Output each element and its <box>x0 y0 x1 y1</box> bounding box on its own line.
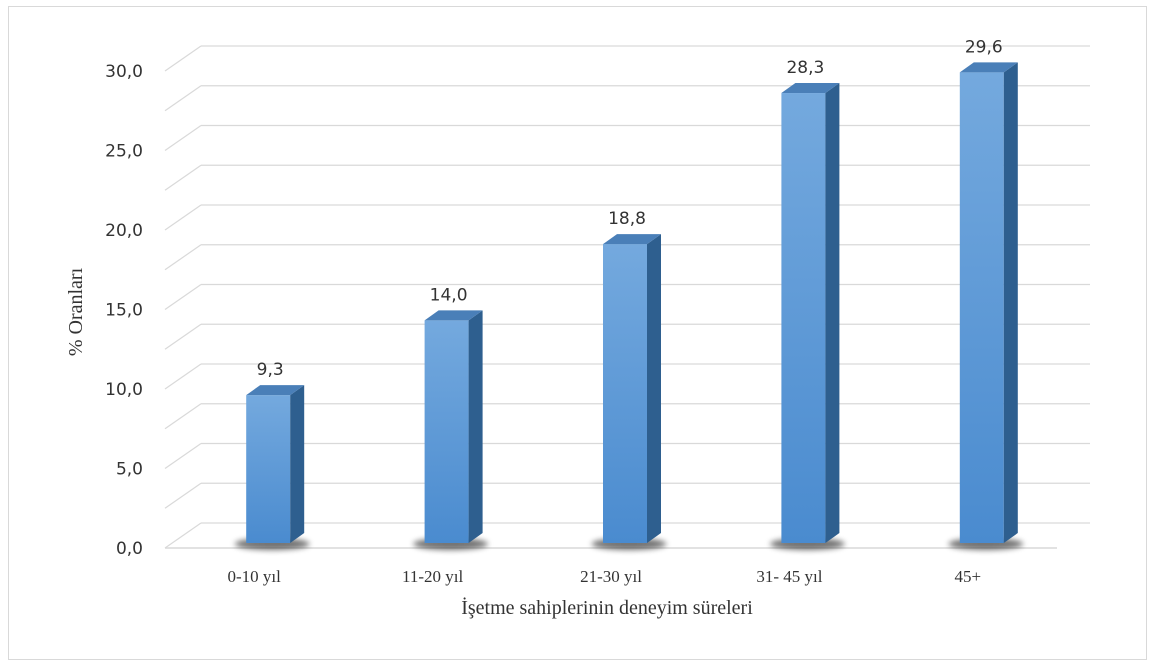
bar-front <box>959 72 1004 544</box>
gridline-depth <box>164 363 202 390</box>
y-tick-label: 25,0 <box>105 142 143 162</box>
data-label: 9,3 <box>257 360 284 380</box>
gridline-depth <box>164 403 202 430</box>
gridline-depth <box>164 164 202 191</box>
gridline-depth <box>164 522 202 549</box>
bar: 18,8 <box>591 209 667 550</box>
y-axis-title: % Oranları <box>65 267 87 356</box>
data-label: 29,6 <box>965 37 1003 57</box>
bar-side <box>290 385 305 543</box>
bar-side <box>1003 62 1018 544</box>
bar-top <box>246 385 305 396</box>
gridline-depth <box>164 284 202 310</box>
bar-side <box>468 310 483 543</box>
chart-frame <box>8 6 1147 660</box>
bar-front <box>246 395 291 543</box>
bar-top <box>603 234 661 245</box>
x-tick-label: 11-20 yıl <box>402 567 464 586</box>
y-axis-ticks: 0,0 5,0 10,0 15,0 20,0 25,0 30,0 <box>105 62 143 559</box>
bar-side <box>647 234 661 543</box>
y-tick-label: 10,0 <box>105 380 143 400</box>
gridline-depth <box>164 323 202 350</box>
gridline-depth <box>164 85 202 112</box>
bar: 28,3 <box>770 58 845 550</box>
y-tick-label: 20,0 <box>105 221 143 241</box>
data-label: 18,8 <box>608 209 646 229</box>
bars: 9,3 14,0 18,8 28,3 29,6 <box>234 37 1024 550</box>
gridline-depth <box>164 482 202 509</box>
bar-front <box>424 320 469 543</box>
bar-front <box>603 244 647 543</box>
y-tick-label: 0,0 <box>116 539 143 559</box>
gridline-depth <box>164 45 202 72</box>
data-label: 28,3 <box>786 58 824 78</box>
bar-top <box>781 83 840 94</box>
x-tick-label: 31- 45 yıl <box>756 567 822 586</box>
bar: 9,3 <box>234 360 310 550</box>
bar-top <box>959 62 1018 73</box>
data-label: 14,0 <box>430 285 468 305</box>
gridline-depth <box>164 125 202 151</box>
gridline-depth <box>164 443 202 469</box>
bar: 14,0 <box>413 285 488 550</box>
bar: 29,6 <box>948 37 1024 550</box>
bar-front <box>781 93 826 543</box>
gridline-depth <box>164 244 202 271</box>
x-tick-label: 21-30 yıl <box>580 567 642 586</box>
bar-side <box>825 83 840 543</box>
y-tick-label: 30,0 <box>105 62 143 82</box>
x-tick-label: 0-10 yıl <box>228 567 282 586</box>
y-tick-label: 15,0 <box>105 301 143 321</box>
x-axis-categories: 0-10 yıl 11-20 yıl 21-30 yıl 31- 45 yıl 45+ <box>228 567 982 586</box>
x-tick-label: 45+ <box>955 567 982 586</box>
bar-top <box>424 310 483 321</box>
y-tick-label: 5,0 <box>116 460 143 480</box>
x-axis-title: İşetme sahiplerinin deneyim süreleri <box>461 596 753 619</box>
gridline-depth <box>164 204 202 231</box>
